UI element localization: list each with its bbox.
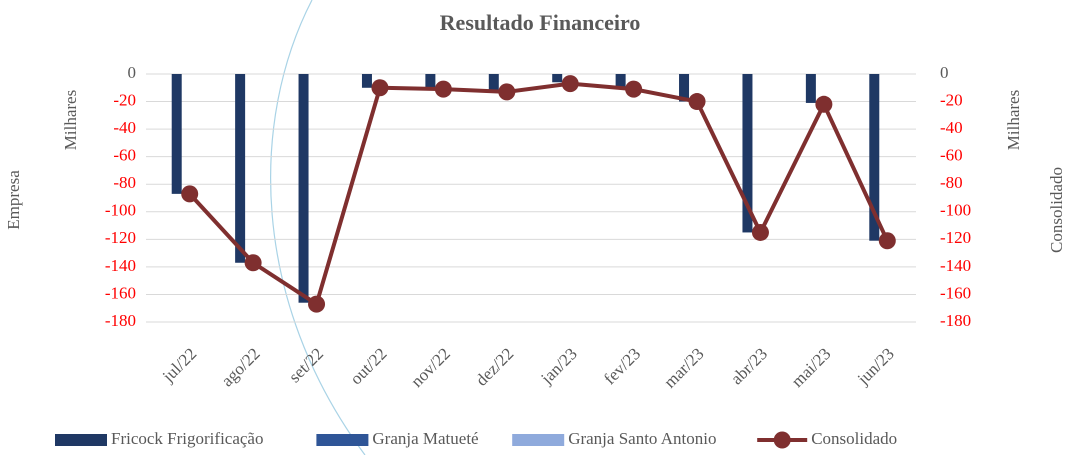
bar bbox=[805, 74, 816, 103]
y2-tick-label: -80 bbox=[940, 173, 963, 192]
line-marker bbox=[878, 232, 896, 250]
legend-marker bbox=[773, 431, 791, 449]
chart-title: Resultado Financeiro bbox=[440, 10, 641, 35]
y-tick-label: 0 bbox=[128, 63, 137, 82]
y2-tick-label: -160 bbox=[940, 283, 971, 302]
y2-tick-label: -140 bbox=[940, 256, 971, 275]
y-outer-label: Empresa bbox=[4, 170, 23, 230]
legend-label: Granja Matueté bbox=[372, 429, 478, 448]
line-marker bbox=[371, 79, 389, 97]
y-tick-label: -60 bbox=[113, 146, 136, 165]
line-marker bbox=[815, 95, 833, 113]
y2-tick-label: -100 bbox=[940, 201, 971, 220]
y-tick-label: -180 bbox=[105, 311, 136, 330]
line-marker bbox=[688, 93, 706, 111]
x-tick-label: fev/23 bbox=[600, 344, 644, 388]
line-marker bbox=[181, 185, 199, 203]
line-marker bbox=[561, 75, 579, 93]
x-tick-label: jul/22 bbox=[158, 344, 200, 386]
bar bbox=[869, 74, 880, 241]
x-tick-label: ago/22 bbox=[218, 344, 264, 390]
legend-swatch bbox=[55, 434, 107, 446]
bar bbox=[742, 74, 753, 233]
y2-tick-label: -180 bbox=[940, 311, 971, 330]
y2-tick-label: -20 bbox=[940, 90, 963, 109]
bar bbox=[425, 74, 436, 88]
line-marker bbox=[434, 80, 452, 98]
line-marker bbox=[498, 83, 516, 101]
y-tick-label: -120 bbox=[105, 228, 136, 247]
y-tick-label: -20 bbox=[113, 90, 136, 109]
y-tick-label: -40 bbox=[113, 118, 136, 137]
y2-tick-label: -120 bbox=[940, 228, 971, 247]
x-tick-label: set/22 bbox=[285, 344, 327, 386]
y-tick-label: -160 bbox=[105, 283, 136, 302]
x-tick-label: dez/22 bbox=[472, 344, 517, 389]
y2-axis-label: Milhares bbox=[1004, 90, 1023, 150]
legend-label: Consolidado bbox=[811, 429, 897, 448]
y-tick-label: -100 bbox=[105, 201, 136, 220]
line-marker bbox=[625, 80, 643, 98]
bar bbox=[361, 74, 372, 88]
y2-tick-label: 0 bbox=[940, 63, 949, 82]
bar bbox=[171, 74, 182, 194]
x-tick-label: mai/23 bbox=[788, 344, 835, 391]
y-tick-label: -80 bbox=[113, 173, 136, 192]
y-tick-label: -140 bbox=[105, 256, 136, 275]
x-tick-label: jan/23 bbox=[537, 344, 581, 388]
y2-tick-label: -60 bbox=[940, 146, 963, 165]
y2-tick-label: -40 bbox=[940, 118, 963, 137]
legend-swatch bbox=[512, 434, 565, 446]
y2-outer-label: Consolidado bbox=[1047, 167, 1066, 253]
bar bbox=[298, 74, 309, 303]
legend-label: Fricock Frigorificação bbox=[111, 429, 263, 448]
x-tick-label: out/22 bbox=[346, 344, 390, 388]
x-tick-label: abr/23 bbox=[727, 344, 771, 388]
line-marker bbox=[751, 223, 769, 241]
y-axis-label: Milhares bbox=[61, 90, 80, 150]
bar bbox=[679, 74, 690, 102]
legend-label: Granja Santo Antonio bbox=[568, 429, 716, 448]
line-marker bbox=[244, 254, 262, 272]
x-tick-label: nov/22 bbox=[407, 344, 454, 391]
decoration-arc bbox=[270, 0, 366, 455]
bar bbox=[488, 74, 499, 91]
bar bbox=[235, 74, 246, 263]
legend-swatch bbox=[316, 434, 369, 446]
bar bbox=[615, 74, 626, 88]
line-marker bbox=[308, 295, 326, 313]
line bbox=[188, 81, 890, 307]
x-tick-label: jun/23 bbox=[853, 344, 898, 389]
bar bbox=[552, 74, 563, 83]
x-tick-label: mar/23 bbox=[660, 344, 707, 391]
